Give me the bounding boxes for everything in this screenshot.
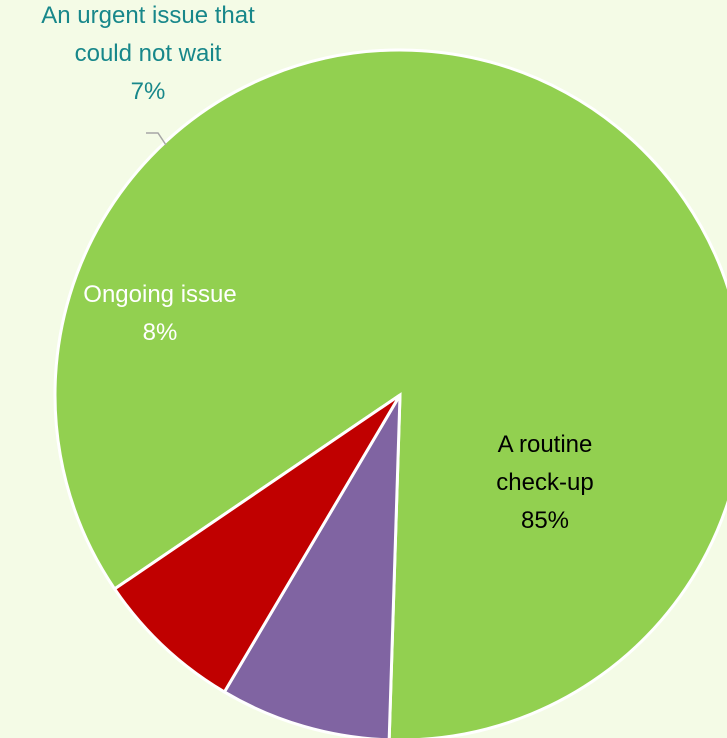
- pie-slice-0: [53, 48, 727, 738]
- labels-layer: A routine check-up 85% Ongoing issue 8% An ur…: [41, 2, 593, 534]
- data-label-percent: 7%: [131, 78, 166, 105]
- data-label-line: check-up: [496, 469, 593, 496]
- data-label-line: could not wait: [75, 40, 222, 67]
- leader-line: [146, 132, 167, 146]
- data-label-percent: 8%: [143, 319, 178, 346]
- data-label-1: Ongoing issue 8%: [83, 281, 236, 346]
- pie-slice-1: [222, 394, 402, 738]
- slices-layer: [53, 48, 727, 738]
- pie-slice-2: [112, 393, 402, 695]
- data-label-line: Ongoing issue: [83, 281, 236, 308]
- data-label-percent: 85%: [521, 507, 569, 534]
- data-label-0: A routine check-up 85%: [496, 431, 593, 534]
- data-label-line: A routine: [498, 431, 593, 458]
- data-label-line: An urgent issue that: [41, 2, 255, 29]
- data-label-2: An urgent issue that could not wait 7%: [41, 2, 255, 105]
